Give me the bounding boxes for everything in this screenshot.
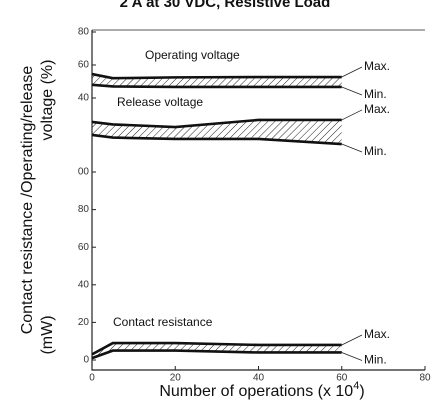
band-max-label: Max. [364,327,390,341]
band-max-label: Max. [364,102,390,116]
band-min-label: Min. [364,353,387,367]
band-label: Release voltage [117,95,203,109]
x-tick-label: 40 [253,373,265,384]
x-tick-label: 20 [170,373,182,384]
band-max-line [91,118,342,129]
band-label: Contact resistance [113,315,213,329]
y-tick-label: 0 [83,355,89,366]
band-min-label: Min. [364,87,387,101]
leader-line [341,86,363,96]
y-tick-label: 20 [78,317,90,328]
band-max-label: Max. [364,59,390,73]
band-label-bg [142,47,244,64]
y-axis-title: (mW) [39,315,56,354]
leader-line [341,334,363,346]
band-label: Operating voltage [145,48,240,62]
leader-line [341,109,363,121]
band-min-label: Min. [364,144,387,158]
y-tick-label: 40 [78,93,90,104]
band-max-line [91,72,342,80]
band-label-bg [110,314,216,331]
band-min-line [91,133,342,146]
leader-line [341,143,363,153]
y-tick-label: 40 [78,279,90,290]
band-min-line [91,349,342,360]
y-tick-label: 80 [78,204,90,215]
x-tick-label: 0 [89,373,95,384]
band-max-line [91,341,342,356]
chart-title: 2 A at 30 VDC, Resistive Load [120,0,331,11]
y-tick-label: 60 [78,242,90,253]
x-tick-label: 60 [336,373,348,384]
y-tick-label: 00 [78,167,90,178]
band-label-bg [114,94,207,111]
x-axis-title: Number of operations (x 104) [159,380,364,400]
leader-line [341,66,363,78]
y-axis-title: Contact resistance /Operating/release [19,66,36,335]
y-tick-label: 80 [78,27,90,38]
y-axis-title: voltage (%) [39,60,56,141]
band-min-line [91,83,342,89]
y-tick-label: 60 [78,60,90,71]
leader-line [341,352,363,361]
x-tick-label: 80 [419,373,431,384]
